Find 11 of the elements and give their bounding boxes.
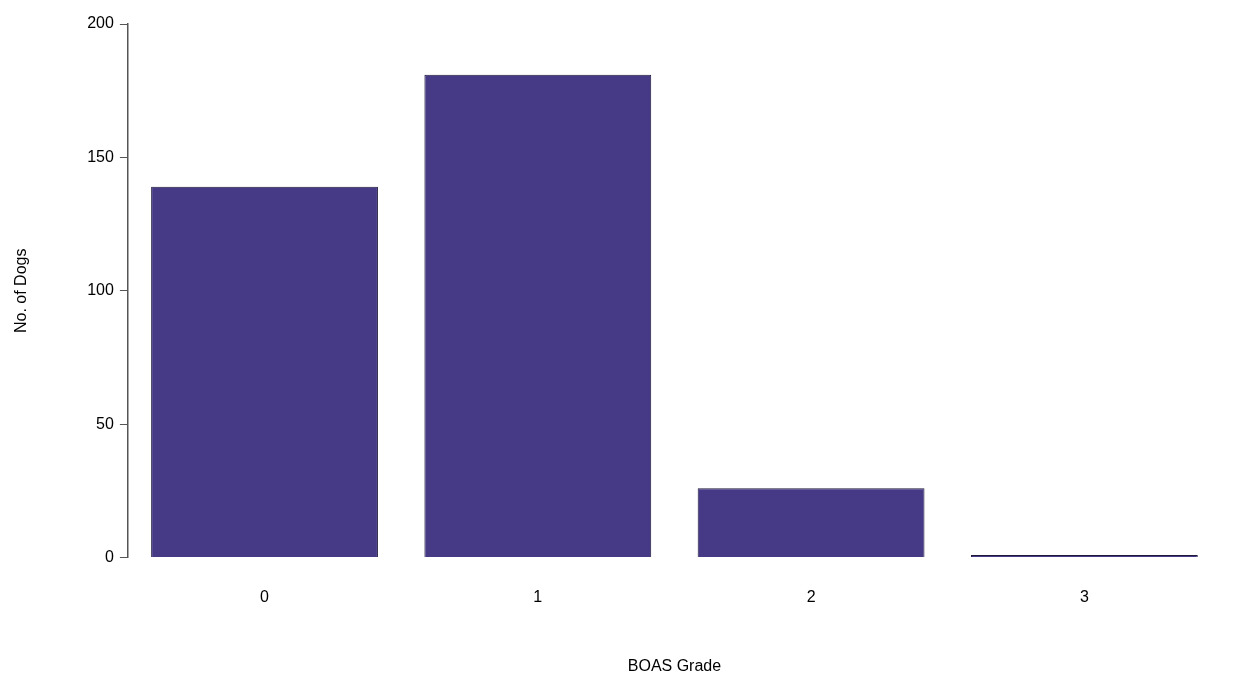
y-tick-label: 100 bbox=[87, 281, 114, 299]
x-axis-title: BOAS Grade bbox=[627, 656, 722, 674]
y-axis-title: No. of Dogs bbox=[12, 248, 30, 334]
y-tick-label: 50 bbox=[96, 414, 114, 432]
y-tick-label: 200 bbox=[87, 14, 114, 32]
x-tick-label: 2 bbox=[806, 587, 816, 605]
x-tick-label: 1 bbox=[533, 587, 543, 605]
y-tick-label: 150 bbox=[87, 147, 114, 165]
x-tick-label: 0 bbox=[260, 587, 270, 605]
y-tick-label: 0 bbox=[104, 548, 114, 566]
x-tick-label: 3 bbox=[1079, 587, 1089, 605]
